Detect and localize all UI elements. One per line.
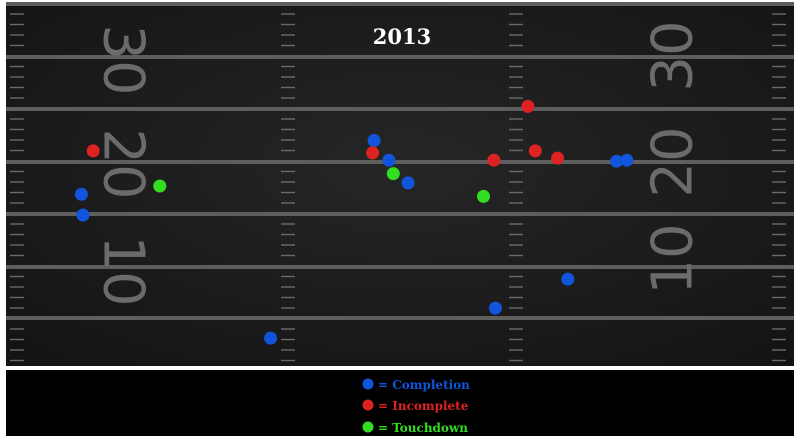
yard-line: [6, 265, 794, 269]
chart-title: 2013: [373, 24, 431, 49]
completion-point: [401, 176, 415, 190]
legend-completion-marker: [362, 378, 374, 390]
completion-point: [610, 154, 624, 168]
yard-numbers-left: 30 20 10: [91, 24, 156, 306]
pass-points: [74, 99, 634, 345]
legend-touchdown-marker: [362, 421, 374, 433]
yard-number-left-20: 20: [91, 128, 156, 199]
incomplete-point: [86, 144, 100, 158]
completion-point: [74, 187, 88, 201]
yard-line: [6, 316, 794, 320]
completion-point: [264, 331, 278, 345]
field-background: [6, 4, 794, 366]
touchdown-point: [153, 179, 167, 193]
yard-number-left-30: 30: [91, 24, 156, 95]
completion-point: [367, 134, 381, 147]
incomplete-point: [528, 144, 542, 158]
touchdown-point: [386, 167, 400, 181]
incomplete-point: [366, 146, 380, 160]
legend-incomplete-marker: [362, 399, 374, 411]
yard-lines: [6, 2, 794, 320]
legend-completion-label: = Completion: [378, 378, 470, 392]
incomplete-point: [521, 99, 535, 113]
completion-point: [620, 153, 634, 167]
yard-line: [6, 107, 794, 111]
legend-incomplete-label: = Incomplete: [378, 399, 469, 413]
legend-touchdown-label: = Touchdown: [378, 421, 468, 435]
yard-number-right-20: 20: [641, 126, 706, 197]
completion-point: [76, 208, 90, 222]
incomplete-point: [551, 151, 564, 165]
yard-line: [6, 160, 794, 164]
completion-point: [382, 153, 396, 167]
yard-number-right-10: 10: [641, 223, 706, 294]
yard-line: [6, 212, 794, 216]
completion-point: [488, 301, 502, 315]
yard-line: [6, 55, 794, 59]
hash-marks: [10, 13, 786, 362]
yard-number-left-10: 10: [91, 235, 156, 306]
yard-line: [6, 2, 794, 6]
completion-point: [561, 272, 575, 286]
touchdown-point: [477, 189, 490, 203]
yard-numbers-right: 30 20 10: [641, 20, 706, 294]
legend-panel: [6, 370, 794, 436]
legend: = Completion = Incomplete = Touchdown: [362, 378, 470, 435]
yard-number-right-30: 30: [641, 20, 706, 91]
incomplete-point: [487, 153, 501, 167]
